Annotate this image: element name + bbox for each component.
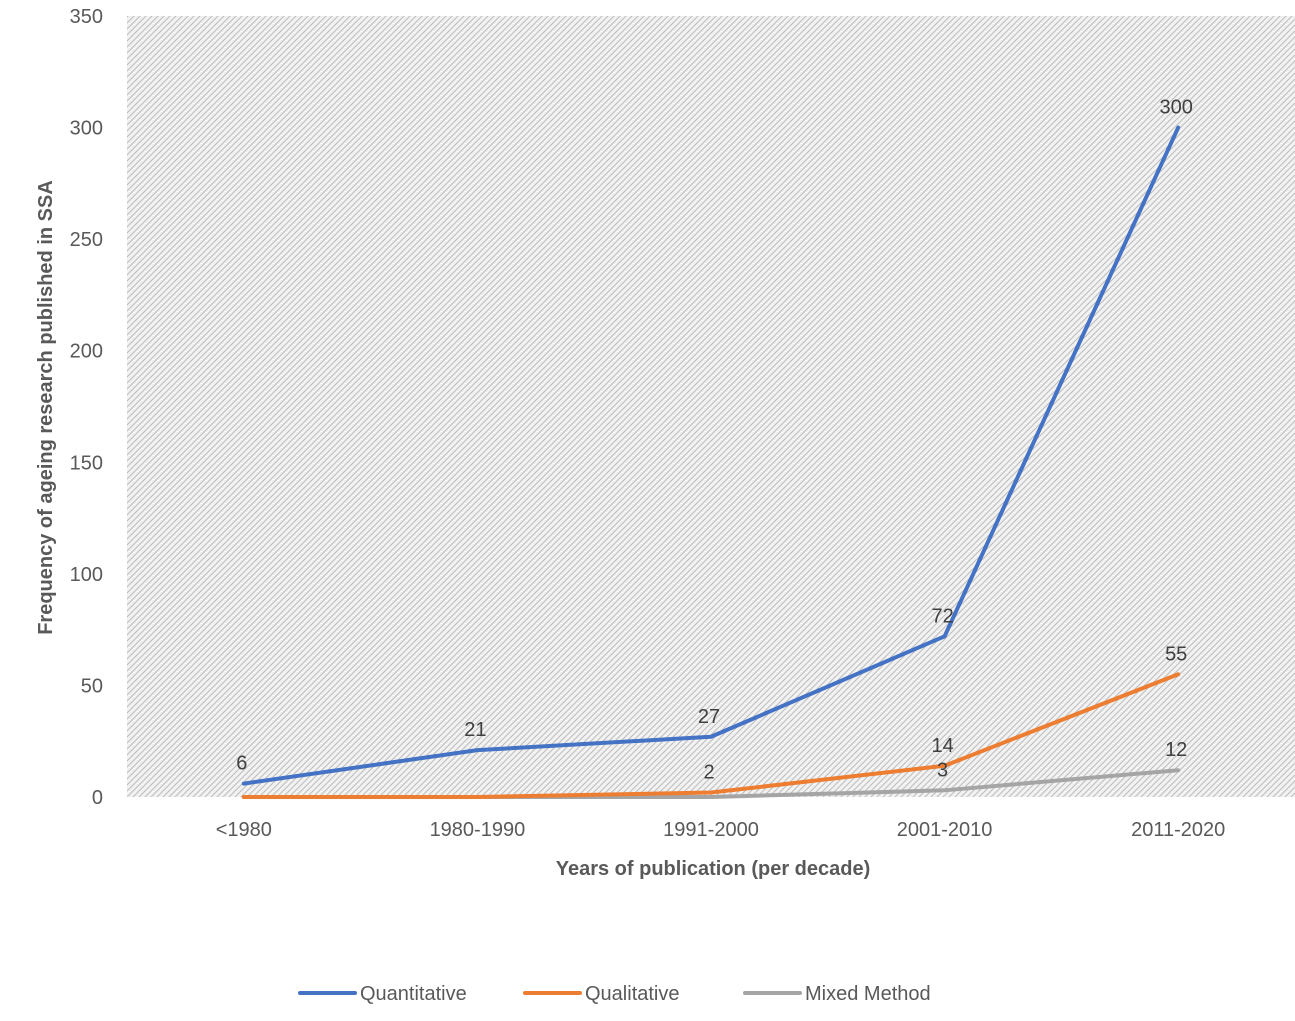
legend-label: Qualitative bbox=[585, 983, 680, 1005]
x-axis-title: Years of publication (per decade) bbox=[556, 858, 871, 880]
data-label: 14 bbox=[931, 735, 953, 757]
x-tick-label: 1980-1990 bbox=[430, 819, 526, 841]
y-tick-label: 200 bbox=[70, 341, 103, 363]
y-tick-label: 350 bbox=[70, 6, 103, 28]
x-axis-ticks: <1980 1980-1990 1991-2000 2001-2010 2011-202… bbox=[216, 819, 1226, 841]
data-label: 27 bbox=[698, 706, 720, 728]
y-axis-ticks: 0 50 100 150 200 250 300 350 bbox=[70, 6, 103, 809]
plot-area bbox=[127, 16, 1295, 797]
y-tick-label: 150 bbox=[70, 452, 103, 474]
y-tick-label: 50 bbox=[81, 675, 103, 697]
series-line-qualitative bbox=[241, 672, 1181, 799]
data-label: 21 bbox=[464, 719, 486, 741]
x-tick-label: <1980 bbox=[216, 819, 272, 841]
y-axis-title: Frequency of ageing research published i… bbox=[35, 180, 57, 635]
x-tick-label: 2011-2020 bbox=[1131, 819, 1225, 841]
data-label: 300 bbox=[1160, 97, 1193, 119]
y-tick-label: 250 bbox=[70, 229, 103, 251]
data-label: 72 bbox=[931, 605, 953, 627]
data-label: 55 bbox=[1165, 643, 1187, 665]
data-label: 6 bbox=[236, 753, 247, 775]
data-label: 12 bbox=[1165, 739, 1187, 761]
data-labels: 6 21 27 72 300 2 14 55 3 12 bbox=[236, 97, 1193, 784]
legend: Quantitative Qualitative Mixed Method bbox=[298, 983, 931, 1005]
series-lines bbox=[241, 125, 1181, 799]
legend-label: Quantitative bbox=[360, 983, 467, 1005]
data-label: 2 bbox=[703, 762, 714, 784]
y-tick-label: 300 bbox=[70, 118, 103, 140]
y-tick-label: 0 bbox=[92, 787, 103, 809]
legend-label: Mixed Method bbox=[805, 983, 931, 1005]
x-tick-label: 1991-2000 bbox=[663, 819, 759, 841]
series-line-quantitative bbox=[241, 125, 1181, 786]
x-tick-label: 2001-2010 bbox=[897, 819, 993, 841]
data-label: 3 bbox=[937, 759, 948, 781]
y-tick-label: 100 bbox=[70, 564, 103, 586]
